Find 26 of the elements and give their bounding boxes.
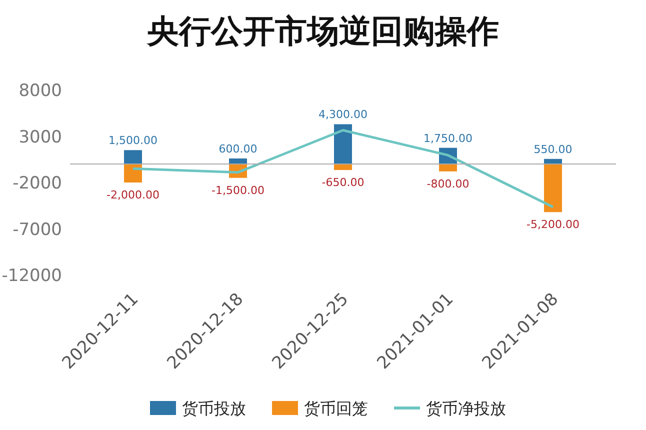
bar [334, 124, 352, 164]
y-tick-label: -12000 [2, 266, 62, 286]
data-label: -5,200.00 [526, 218, 580, 232]
bar [544, 164, 562, 212]
data-label: -2,000.00 [106, 188, 160, 202]
bar [124, 150, 142, 164]
data-label: -1,500.00 [212, 184, 264, 197]
data-label: 1,750.00 [424, 132, 472, 145]
legend-label: 货币净投放 [426, 399, 506, 418]
bar [334, 164, 352, 170]
y-tick-label: -2000 [12, 174, 62, 194]
y-tick-label: -7000 [12, 220, 62, 240]
bar [229, 158, 247, 164]
legend-label: 货币回笼 [304, 399, 368, 418]
y-tick-label: 3000 [18, 127, 62, 148]
legend-label: 货币投放 [182, 399, 246, 418]
data-label: 550.00 [534, 142, 572, 156]
bar [124, 164, 142, 182]
data-label: 600.00 [218, 142, 258, 156]
data-label: -800.00 [426, 177, 470, 190]
data-label: -650.00 [322, 176, 364, 190]
chart-title: 央行公开市场逆回购操作 [146, 12, 499, 50]
bar [439, 164, 457, 172]
data-label: 4,300.00 [318, 108, 368, 122]
y-tick-label: 8000 [18, 81, 62, 101]
data-label: 1,500.00 [108, 134, 158, 148]
